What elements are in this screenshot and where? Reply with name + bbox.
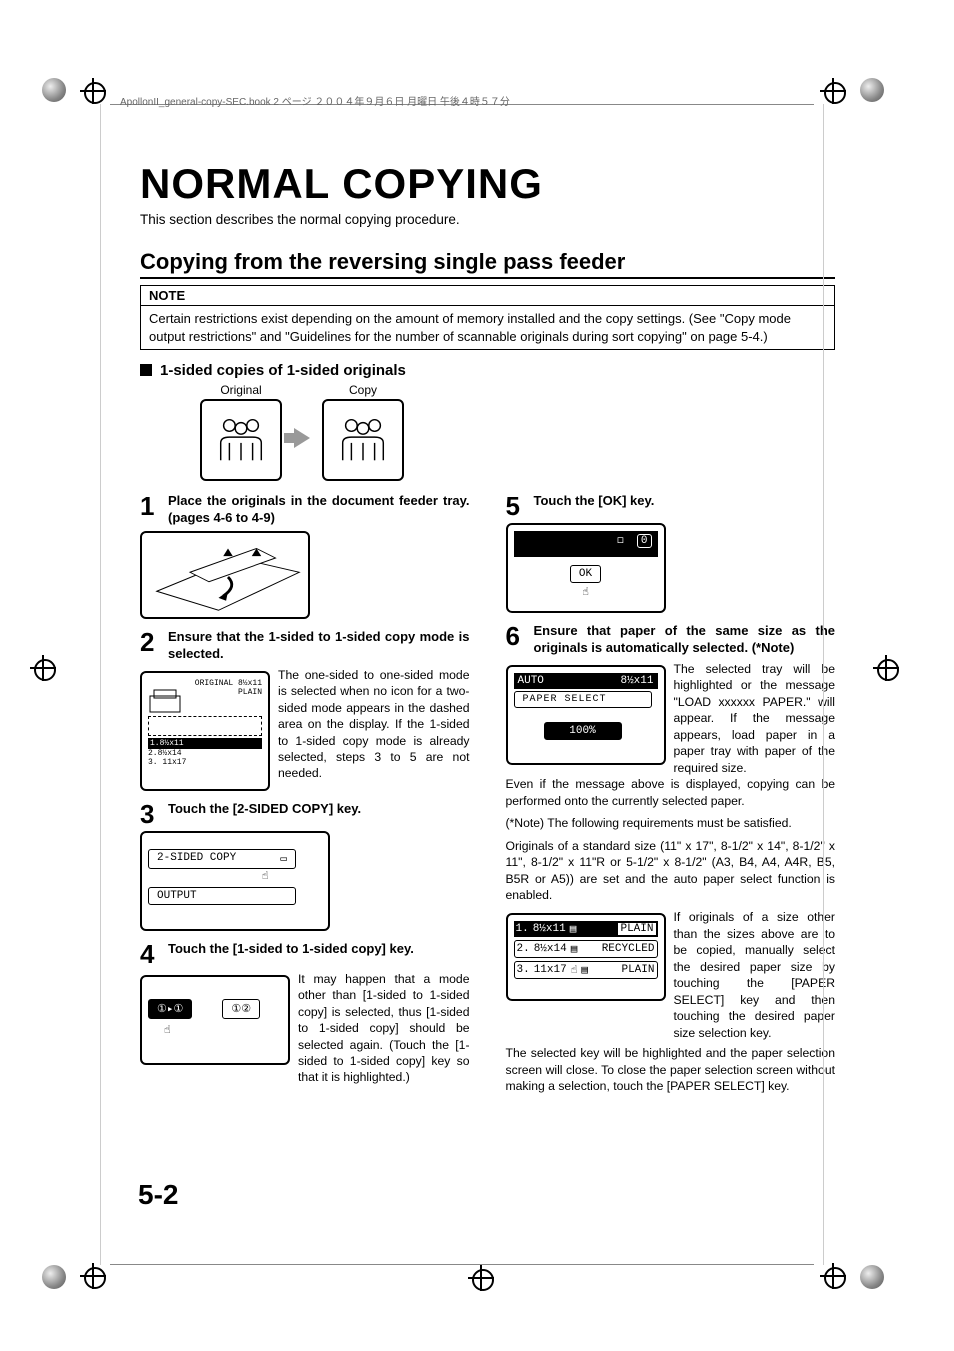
zoom-pct-button[interactable]: 100% [544,722,622,740]
counter-icon: 0 [637,534,652,548]
two-sided-copy-button[interactable]: 2-SIDED COPY ▭ [148,849,296,869]
step-number: 6 [506,623,534,657]
print-mark-ball [860,1265,884,1289]
paper-select-panel-figure: AUTO 8½x11 PAPER SELECT 100% [506,665,666,765]
display-panel-figure: ORIGINAL 8½x11 PLAIN 1.8½x11 2.8½x14 3. … [140,671,270,791]
intro-text: This section describes the normal copyin… [140,212,835,227]
tray-num: 1. [516,923,529,935]
tray-type: PLAIN [621,964,654,976]
registration-mark-icon [820,78,846,104]
touch-hand-icon: ☝ [571,963,578,977]
step-body: Even if the message above is displayed, … [506,776,836,809]
registration-mark-icon [468,1265,494,1291]
copy-label: Copy [322,383,404,397]
tray-size: 11x17 [534,964,567,976]
touch-hand-icon: ☝ [164,1023,282,1037]
copy-diagram-box [322,399,404,481]
crop-line [100,104,101,1265]
print-mark-ball [42,78,66,102]
subsection-heading: 1-sided copies of 1-sided originals [140,362,835,379]
step-number: 2 [140,629,168,663]
people-group-icon [334,411,392,469]
tray-type: PLAIN [618,923,655,935]
step-title: Touch the [1-sided to 1-sided copy] key. [168,941,470,967]
registration-mark-icon [873,655,899,681]
step-number: 1 [140,493,168,527]
note-label: NOTE [141,286,834,306]
one-to-one-sided-button[interactable]: ①▸① [148,999,192,1019]
registration-mark-icon [80,78,106,104]
tray-icon: ▤ [571,942,578,956]
output-button[interactable]: OUTPUT [148,887,296,905]
auto-label: AUTO [518,675,544,687]
panel-row: 3. 11x17 [148,758,262,767]
registration-mark-icon [820,1263,846,1289]
tray-type: RECYCLED [602,943,655,955]
subsection-heading-text: 1-sided copies of 1-sided originals [160,362,406,379]
window-icon: ◻ [617,535,624,547]
arrow-right-icon [282,399,322,477]
page-duplex-icon: ▭ [280,852,287,866]
step-body: (*Note) The following requirements must … [506,815,836,831]
note-box: NOTE Certain restrictions exist dependin… [140,285,835,350]
feeder-icon [148,539,308,615]
touch-hand-icon: ☝ [208,869,322,883]
tray-num: 2. [517,943,530,955]
step-body: If originals of a size other than the si… [674,909,836,1041]
crop-line [823,104,824,1265]
tray-icon: ▤ [570,922,577,936]
original-label: Original [200,383,282,397]
note-body: Certain restrictions exist depending on … [141,306,834,349]
step-title: Place the originals in the document feed… [168,493,470,527]
step-body: The selected tray will be highlighted or… [674,661,836,776]
source-file-header: ApollonII_general-copy-SEC.book 2 ページ ２０… [120,93,510,108]
panel-row-selected: 1.8½x11 [148,738,262,749]
step-title: Touch the [2-SIDED COPY] key. [168,801,470,827]
step-title: Ensure that the 1-sided to 1-sided copy … [168,629,470,663]
panel-label: ORIGINAL 8½x11 [148,679,262,688]
page-number: 5-2 [138,1179,178,1211]
step-title: Ensure that paper of the same size as th… [534,623,836,657]
ok-panel-figure: ◻ 0 OK ☝ [506,523,666,613]
original-copy-diagram: Original Copy [200,383,835,483]
step-body: The selected key will be highlighted and… [506,1045,836,1094]
ok-button[interactable]: OK [570,565,601,583]
bullet-square-icon [140,364,152,376]
touch-hand-icon: ☝ [514,585,658,599]
original-diagram-box [200,399,282,481]
step-body: It may happen that a mode other than [1-… [298,971,470,1086]
paper-select-button[interactable]: PAPER SELECT [514,691,652,708]
print-mark-ball [42,1265,66,1289]
two-sided-panel-figure: 2-SIDED COPY ▭ ☝ OUTPUT [140,831,330,931]
registration-mark-icon [30,655,56,681]
panel-row: 2.8½x14 [148,749,262,758]
crop-line [110,1264,814,1265]
button-label: 2-SIDED COPY [157,852,236,864]
registration-mark-icon [80,1263,106,1289]
tray-size: 8½x11 [533,923,566,935]
tray-icon: ▤ [581,963,588,977]
step-title: Touch the [OK] key. [534,493,836,519]
step-body: The one-sided to one-sided mode is selec… [278,667,470,782]
people-group-icon [212,411,270,469]
step-number: 4 [140,941,168,967]
copier-icon [148,688,188,716]
step-number: 3 [140,801,168,827]
tray-size: 8½x14 [534,943,567,955]
tray-num: 3. [517,964,530,976]
one-sided-panel-figure: ①▸① ①② ☝ [140,975,290,1065]
page-title: NORMAL COPYING [140,160,835,208]
document-feeder-figure [140,531,310,619]
duplex-mode-button[interactable]: ①② [222,999,260,1019]
step-body: Originals of a standard size (11" x 17",… [506,838,836,904]
step-number: 5 [506,493,534,519]
print-mark-ball [860,78,884,102]
paper-size-label: 8½x11 [620,675,653,687]
paper-tray-list-panel: 1. 8½x11 ▤ PLAIN 2. 8½x14 ▤ RECYCLED [506,913,666,1001]
section-subtitle: Copying from the reversing single pass f… [140,249,835,279]
